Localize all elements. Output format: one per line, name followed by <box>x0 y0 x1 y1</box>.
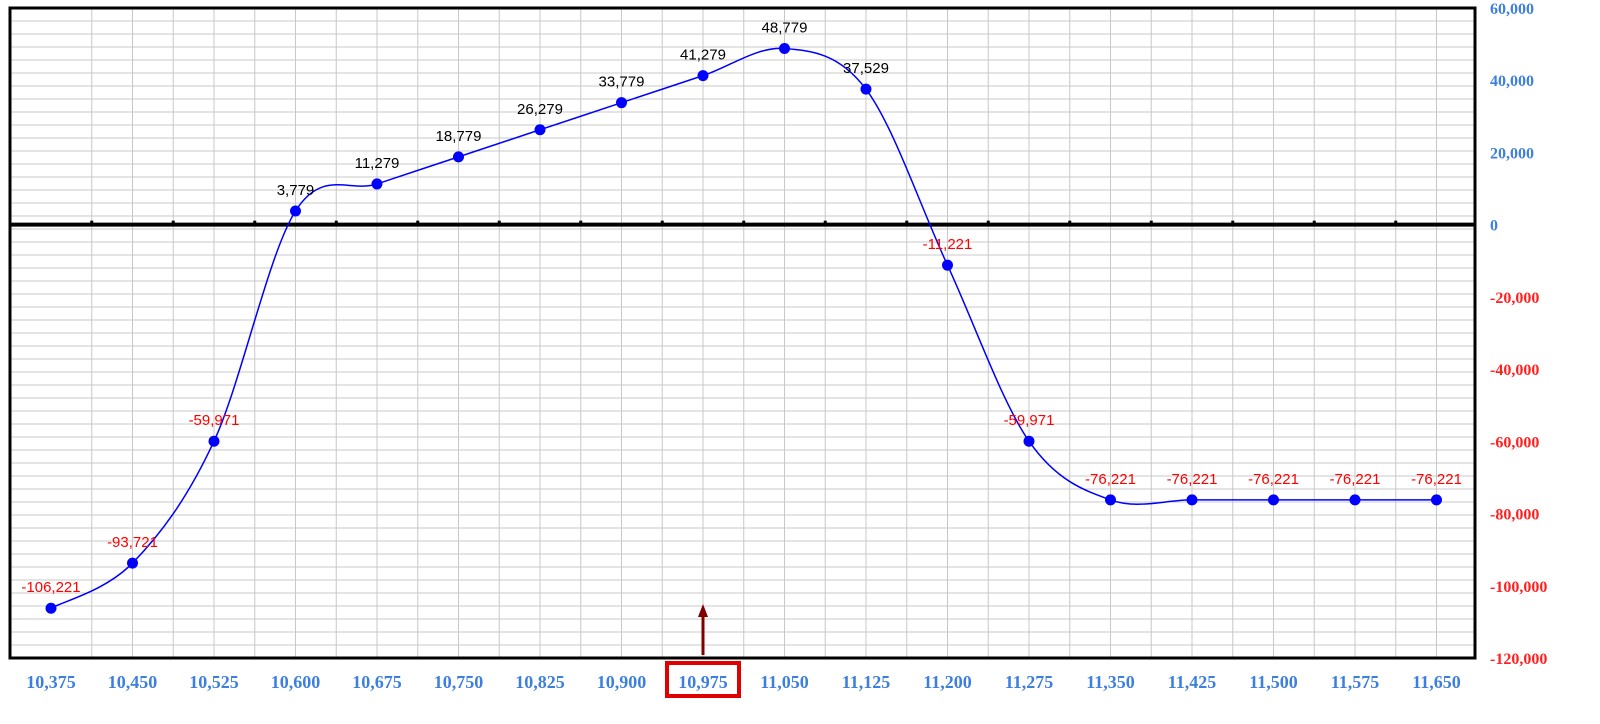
data-point <box>453 151 464 163</box>
y-tick-label: -100,000 <box>1490 579 1547 596</box>
data-point <box>208 435 220 447</box>
data-point <box>1268 494 1279 506</box>
data-label: -76,221 <box>1085 471 1136 488</box>
data-label: -76,221 <box>1248 471 1299 488</box>
data-point <box>860 83 872 95</box>
x-tick-label: 10,825 <box>515 672 565 692</box>
data-point <box>45 602 57 614</box>
x-tick-label: 11,500 <box>1249 672 1298 692</box>
y-tick-label: -20,000 <box>1490 290 1539 307</box>
highlight-box <box>665 661 741 698</box>
data-label: -59,971 <box>189 412 240 429</box>
data-label: 41,279 <box>680 47 726 64</box>
data-point <box>779 43 790 55</box>
current-price-marker <box>665 604 741 698</box>
data-point <box>1023 435 1035 447</box>
data-point <box>127 557 138 569</box>
x-axis-ticks: 10,375 10,450 10,525 10,600 10,675 10,750 10,8… <box>26 672 1461 692</box>
y-tick-label: 40,000 <box>1490 73 1534 90</box>
data-point <box>942 259 953 271</box>
data-label: 26,279 <box>517 101 563 118</box>
x-tick-label: 10,525 <box>189 672 239 692</box>
data-label: -76,221 <box>1330 471 1381 488</box>
data-labels: -106,221 -93,721 -59,971 3,779 11,279 18,779 2… <box>21 20 1462 597</box>
x-tick-label: 11,050 <box>760 672 809 692</box>
data-point <box>534 124 546 136</box>
zero-line <box>10 220 1475 227</box>
x-tick-label: 10,375 <box>26 672 76 692</box>
y-tick-label: 60,000 <box>1490 1 1534 18</box>
x-tick-label: 11,575 <box>1331 672 1380 692</box>
data-label: -76,221 <box>1167 471 1218 488</box>
y-tick-label: -120,000 <box>1490 651 1547 668</box>
x-tick-label: 10,600 <box>271 672 321 692</box>
data-label: -59,971 <box>1004 412 1055 429</box>
x-tick-label: 11,125 <box>842 672 891 692</box>
x-tick-label: 10,975 <box>678 672 728 692</box>
x-tick-label: 11,425 <box>1168 672 1217 692</box>
data-label: 3,779 <box>277 182 315 199</box>
y-tick-label: -40,000 <box>1490 362 1539 379</box>
data-point <box>290 205 301 217</box>
data-label: 33,779 <box>599 74 645 91</box>
grid-lines <box>10 8 1475 658</box>
y-tick-label: -80,000 <box>1490 507 1539 524</box>
x-tick-label: 11,200 <box>923 672 972 692</box>
data-label: 37,529 <box>843 60 889 77</box>
y-tick-label: 20,000 <box>1490 145 1534 162</box>
y-axis-ticks: 60,000 40,000 20,000 0 -20,000 -40,000 -60,000… <box>1490 1 1547 668</box>
x-tick-label: 10,750 <box>434 672 484 692</box>
up-arrow-icon <box>698 604 708 617</box>
data-point <box>616 97 627 109</box>
data-points <box>45 43 1442 614</box>
data-label: -11,221 <box>923 236 973 253</box>
x-tick-label: 11,650 <box>1412 672 1461 692</box>
data-point <box>697 70 709 82</box>
plot-frame <box>8 6 1477 660</box>
data-label: -93,721 <box>107 534 158 551</box>
x-tick-label: 11,350 <box>1086 672 1135 692</box>
data-point <box>1186 494 1198 506</box>
x-tick-label: 10,675 <box>352 672 402 692</box>
x-tick-label: 10,450 <box>108 672 158 692</box>
data-point <box>371 178 383 190</box>
data-label: -76,221 <box>1411 471 1462 488</box>
y-tick-label: 0 <box>1490 218 1498 235</box>
data-label: -106,221 <box>21 579 80 596</box>
data-point <box>1349 494 1361 506</box>
data-label: 11,279 <box>355 155 400 172</box>
data-label: 18,779 <box>436 128 482 145</box>
data-label: 48,779 <box>762 20 808 37</box>
x-tick-label: 10,900 <box>597 672 647 692</box>
data-point <box>1105 494 1116 506</box>
y-tick-label: -60,000 <box>1490 434 1539 451</box>
data-point <box>1431 494 1442 506</box>
x-tick-label: 11,275 <box>1005 672 1054 692</box>
